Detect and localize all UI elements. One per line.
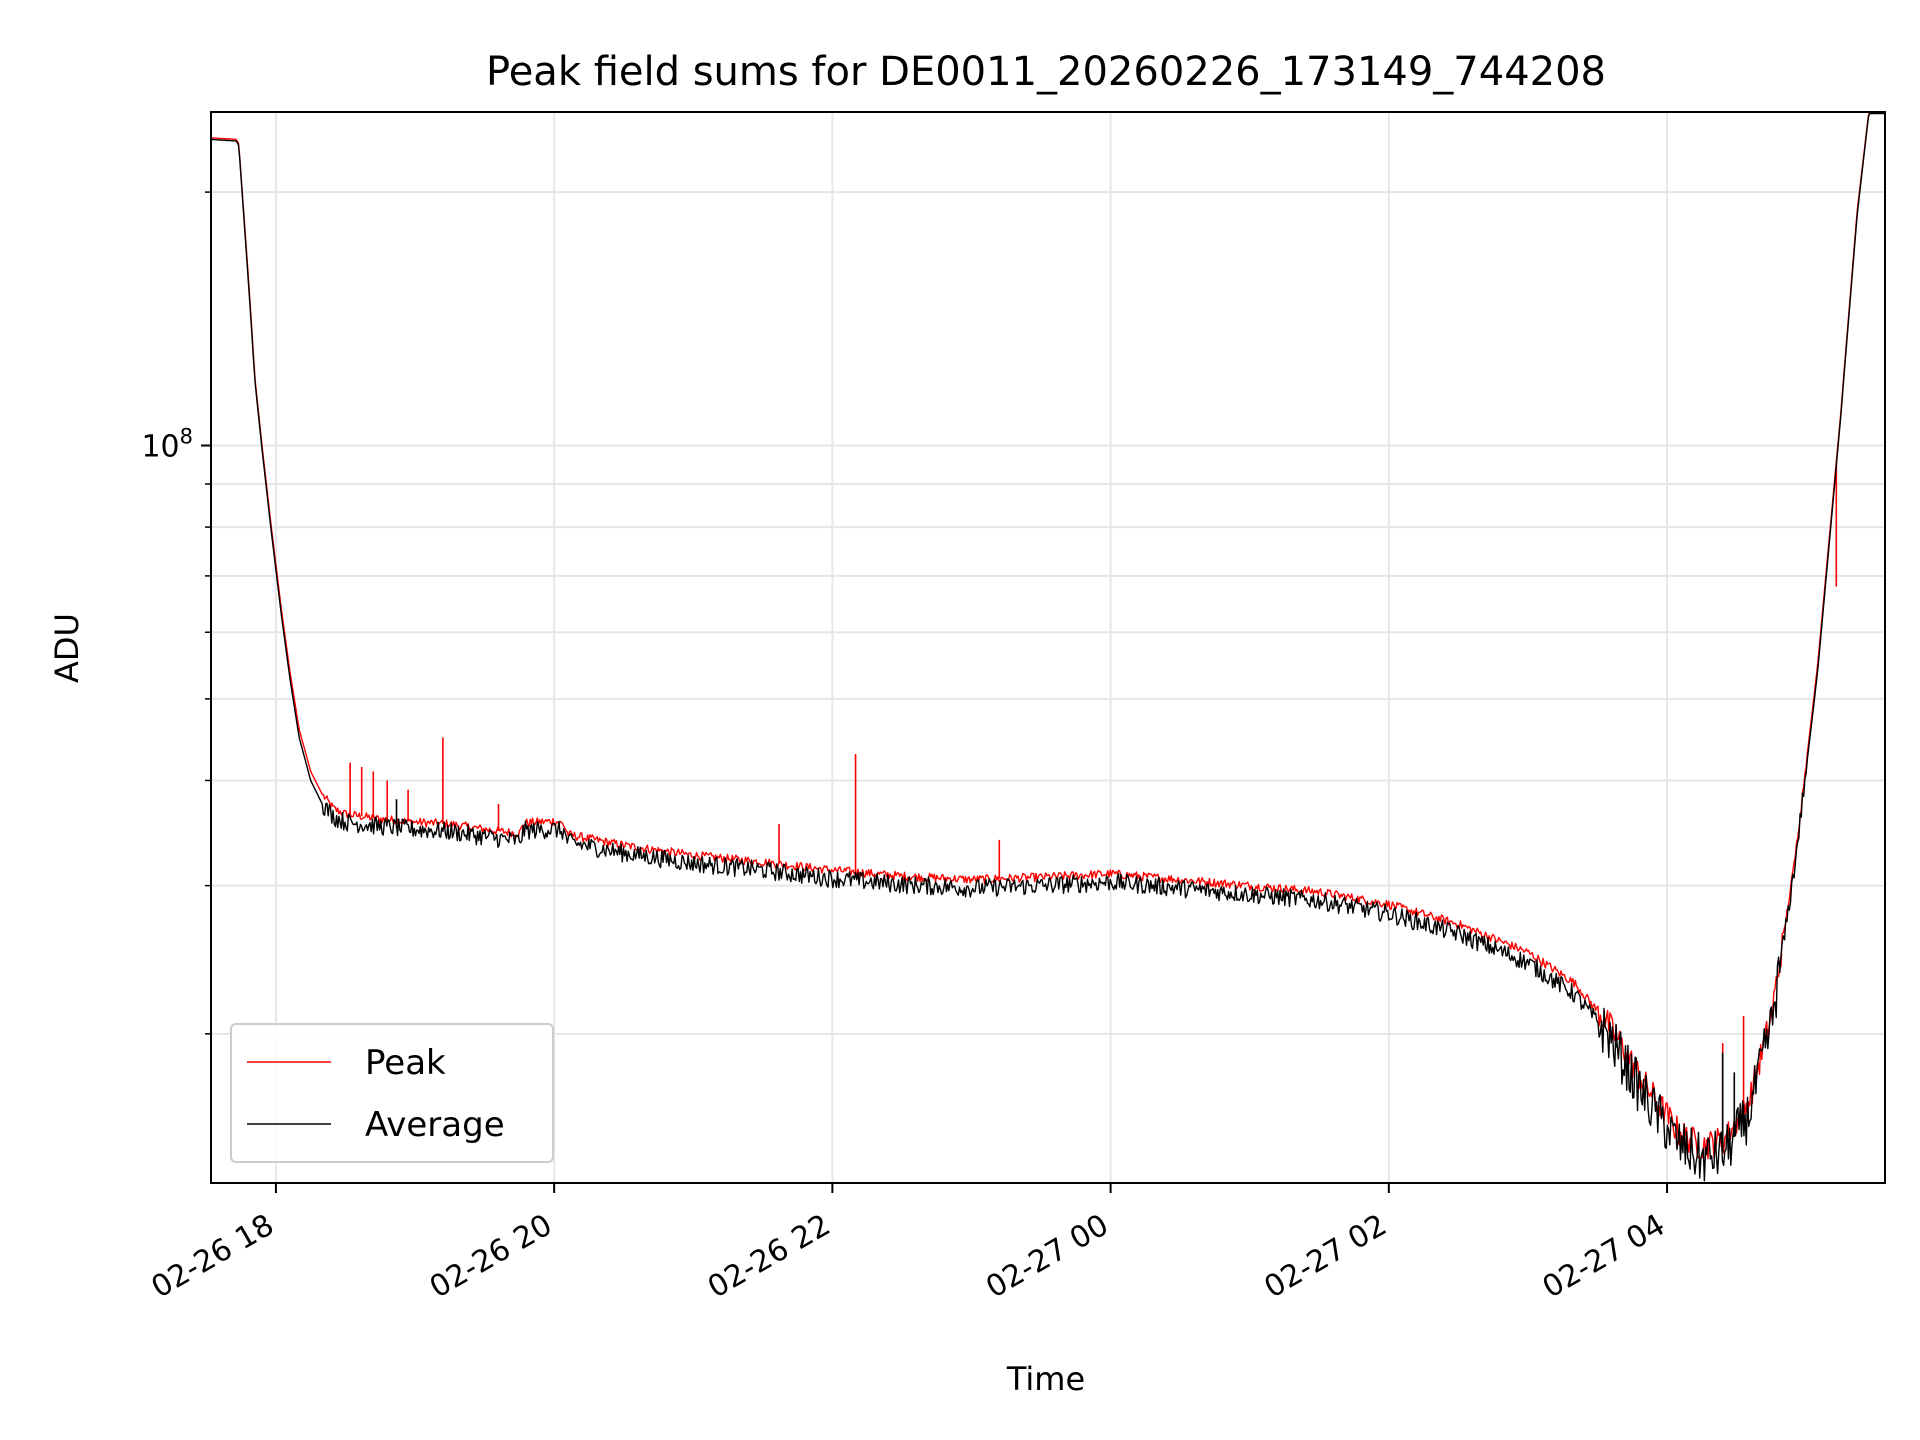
legend: Peak Average [230,1023,554,1163]
legend-label-average: Average [365,1105,505,1145]
series-line-average [211,112,1885,1182]
y-tick-label: 108 [141,425,193,465]
series-layer [211,112,1885,1182]
y-axis: 108 [141,191,211,1035]
x-axis-title: Time [1006,1360,1085,1398]
chart-title: Peak field sums for DE0011_20260226_1731… [486,49,1606,95]
y-axis-title: ADU [48,613,86,683]
series-line-peak [211,112,1885,1160]
legend-label-peak: Peak [365,1043,446,1083]
plot-frame [210,111,1886,1184]
legend-box [230,1023,554,1163]
